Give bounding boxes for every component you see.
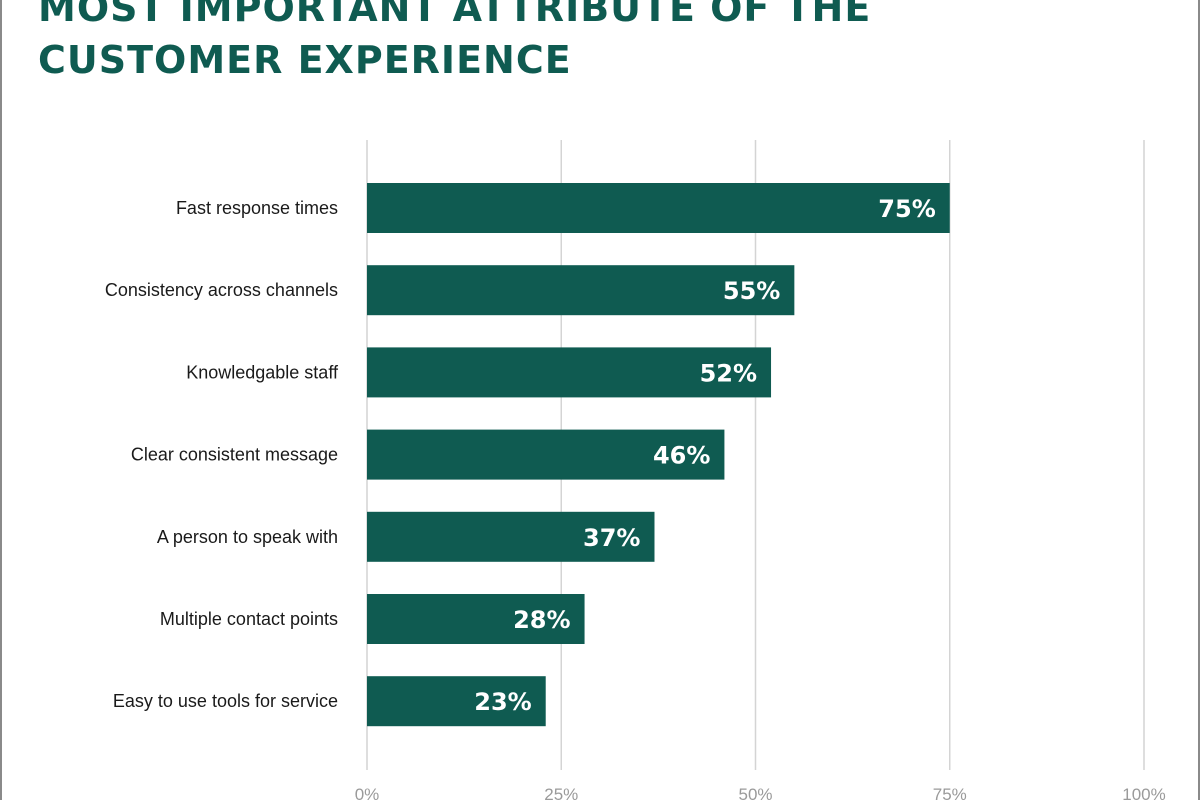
bar-value-label: 28%: [513, 606, 570, 634]
x-tick-label: 25%: [544, 785, 578, 800]
bar-value-label: 52%: [700, 359, 757, 387]
bar: [367, 676, 546, 727]
tick-layer: 0% 25% 50% 75% 100%: [355, 785, 1166, 800]
bar-value-label: 23%: [474, 688, 531, 716]
label-layer: 75% Fast response times 55% Consistency acr…: [105, 195, 936, 716]
bar-value-label: 37%: [583, 524, 640, 552]
bar-value-label: 75%: [878, 195, 935, 223]
x-tick-label: 75%: [933, 785, 967, 800]
category-label: Multiple contact points: [160, 609, 338, 629]
bar: [367, 594, 585, 644]
category-label: Knowledgable staff: [186, 362, 339, 382]
frame-left-border: [0, 0, 2, 800]
x-tick-label: 0%: [355, 785, 380, 800]
category-label: Clear consistent message: [131, 445, 338, 465]
bar-value-label: 55%: [723, 277, 780, 305]
bar-layer: [367, 183, 950, 727]
bar: [367, 265, 795, 316]
bar-value-label: 46%: [653, 442, 710, 470]
category-label: Fast response times: [176, 198, 338, 218]
category-label: Consistency across channels: [105, 280, 338, 300]
bar: [367, 183, 950, 233]
bar: [367, 429, 725, 480]
x-tick-label: 50%: [738, 785, 772, 800]
chart-title: MOST IMPORTANT ATTRIBUTE OF THE CUSTOMER…: [38, 0, 872, 82]
frame-right-border: [1198, 0, 1200, 800]
category-label: Easy to use tools for service: [113, 691, 338, 711]
bar: [367, 511, 655, 562]
bar: [367, 347, 772, 398]
x-tick-label: 100%: [1122, 785, 1165, 800]
category-label: A person to speak with: [157, 527, 338, 547]
